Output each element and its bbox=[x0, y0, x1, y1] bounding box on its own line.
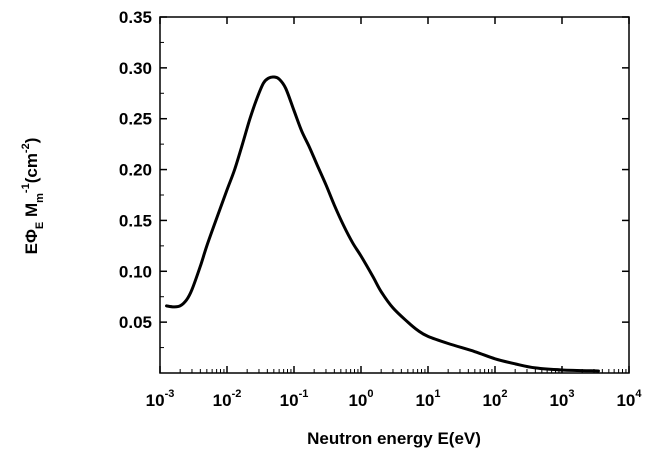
plot-frame bbox=[159, 16, 630, 374]
y-tick-label: 0.05 bbox=[119, 313, 152, 332]
y-tick-label: 0.30 bbox=[119, 59, 152, 78]
series-line bbox=[164, 75, 600, 373]
y-ticks-group: 0.05 0.10 0.15 0.20 0.25 0.30 0.35 bbox=[119, 8, 629, 349]
x-axis-title: Neutron energy E(eV) bbox=[307, 429, 481, 448]
y-tick-label: 0.35 bbox=[119, 8, 152, 27]
x-tick-label: 10-3 bbox=[146, 388, 175, 410]
y-tick-label: 0.20 bbox=[119, 161, 152, 180]
x-tick-label: 103 bbox=[549, 388, 574, 410]
x-ticks-group: 10-3 10-2 10-1 100 101 102 103 104 bbox=[146, 17, 642, 410]
x-tick-label: 10-1 bbox=[280, 388, 309, 410]
y-axis-title: EΦE Mm-1(cm-2) bbox=[20, 138, 46, 255]
x-tick-label: 101 bbox=[415, 388, 440, 410]
y-tick-label: 0.25 bbox=[119, 110, 152, 129]
x-tick-label: 100 bbox=[348, 388, 373, 410]
x-tick-label: 102 bbox=[482, 388, 507, 410]
x-tick-label: 104 bbox=[616, 388, 642, 410]
x-tick-label: 10-2 bbox=[213, 388, 242, 410]
y-tick-label: 0.10 bbox=[119, 262, 152, 281]
y-tick-label: 0.15 bbox=[119, 211, 152, 230]
